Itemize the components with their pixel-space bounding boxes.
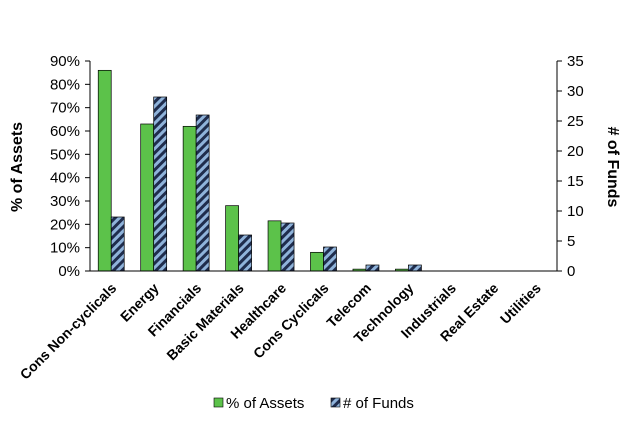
right-tick-label: 5 [567,233,575,250]
right-tick-label: 30 [567,83,584,100]
left-tick-label: 80% [50,76,80,93]
left-tick-label: 90% [50,53,80,70]
right-tick-label: 10 [567,203,584,220]
right-tick-label: 20 [567,143,584,160]
category-label: Basic Materials [163,280,247,364]
bar-num-funds [238,234,252,272]
bar-pct-assets [225,205,239,272]
legend-swatch-pct-assets [213,397,224,408]
bar-num-funds [110,216,125,272]
category-label: Cons Non-cyclicals [17,280,120,383]
left-tick-label: 60% [50,123,80,140]
left-tick-label: 0% [58,263,80,280]
right-axis-title: # of Funds [604,127,621,208]
legend-swatch-num-funds [330,397,341,408]
left-tick-label: 70% [50,100,80,117]
legend-label-pct-assets: % of Assets [226,395,304,412]
bar-pct-assets [140,123,155,272]
bar-num-funds [153,96,168,272]
bar-num-funds [280,222,295,272]
legend: % of Assets # of Funds [213,395,414,412]
bar-pct-assets [267,220,282,272]
right-tick-label: 25 [567,113,584,130]
bar-num-funds [408,264,422,272]
plot-area: 0% 10% 20% 30% 40% 50% 60% 70% 80% 90% 0 5 10 15 20 25 3… [17,53,584,382]
bar-num-funds [365,264,380,272]
bar-pct-assets [182,125,197,272]
bar-pct-assets [310,251,324,272]
left-tick-label: 20% [50,216,80,233]
right-tick-label: 0 [567,263,575,280]
left-tick-label: 40% [50,170,80,187]
bar-pct-assets [97,69,112,272]
left-axis-title: % of Assets [9,122,26,212]
category-label: Cons Cyclicals [250,280,332,362]
bar-num-funds [195,114,210,272]
right-tick-label: 35 [567,53,584,70]
left-tick-label: 50% [50,146,80,163]
category-label: Utilities [497,280,544,327]
legend-label-num-funds: # of Funds [343,395,414,412]
right-tick-label: 15 [567,173,584,190]
left-tick-label: 10% [50,240,80,257]
left-tick-label: 30% [50,193,80,210]
bar-num-funds [323,246,337,272]
